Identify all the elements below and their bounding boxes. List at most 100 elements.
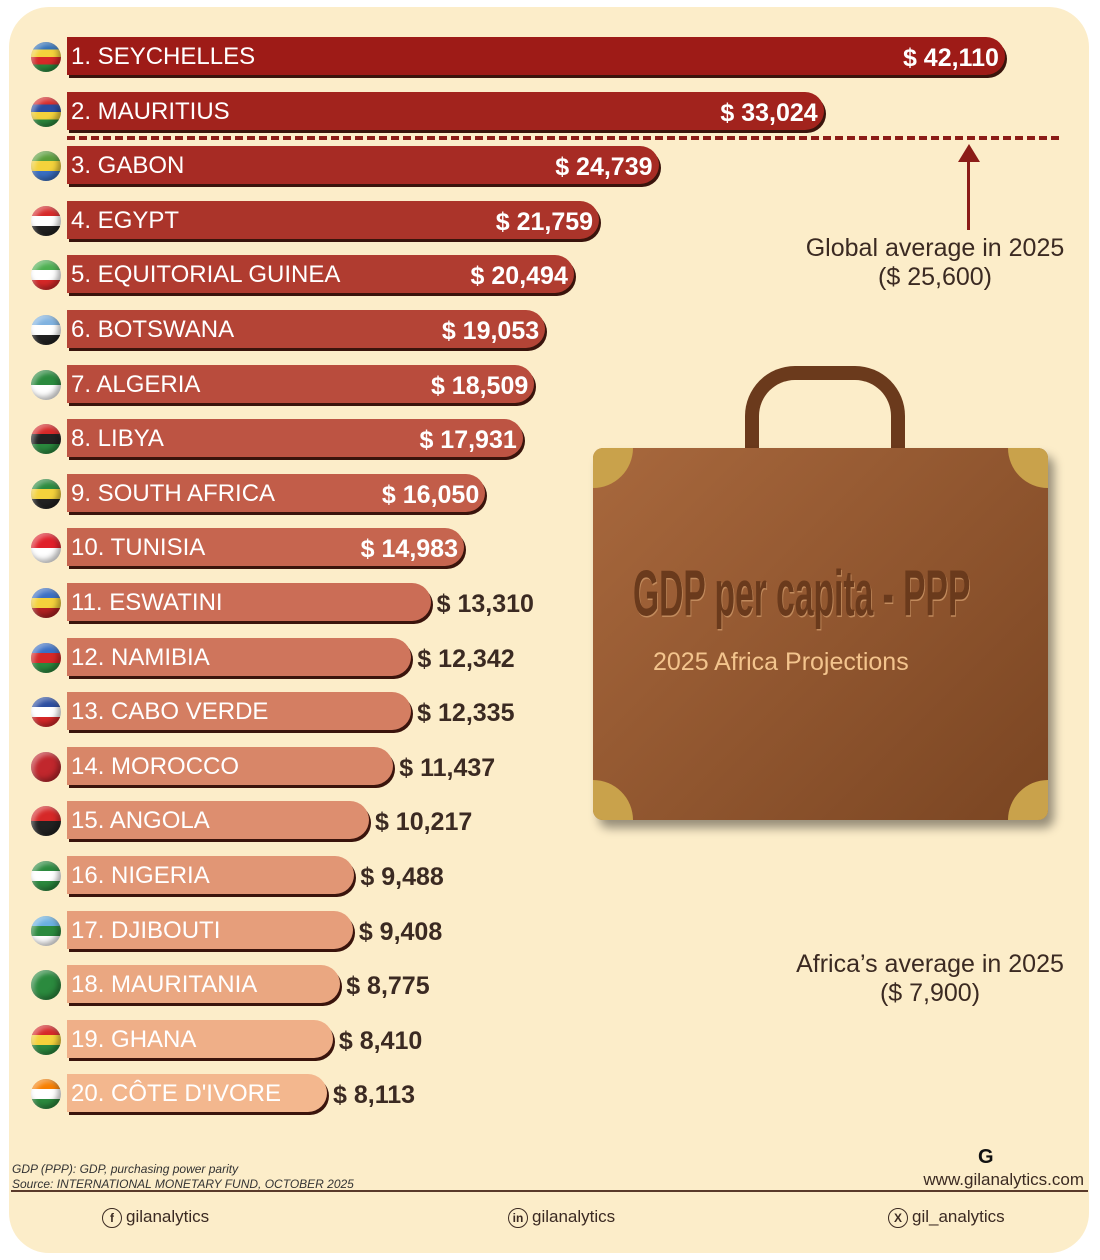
flag-icon [31, 806, 61, 837]
flag-icon [31, 861, 61, 891]
bar-row: 8. LIBYA $ 17,931 [0, 419, 1100, 459]
country-label: 20. CÔTE D'IVORE [71, 1080, 281, 1108]
country-label: 16. NIGERIA [71, 862, 210, 889]
corner [593, 780, 633, 820]
flag-icon [31, 588, 61, 618]
africa-average-title: Africa’s average in 2025 [796, 950, 1064, 978]
linkedin-handle: gilanalytics [532, 1207, 616, 1226]
value-label: $ 19,053 [441, 317, 540, 345]
bar-row: $ 10,217 15. ANGOLA [0, 801, 1100, 841]
value-label: $ 16,050 [381, 480, 480, 509]
x-icon: X [888, 1208, 908, 1228]
flag-icon [31, 260, 61, 291]
value-label: $ 18,509 [430, 371, 529, 400]
global-average-line [67, 136, 1059, 140]
bar: 10. TUNISIA $ 14,983 [67, 528, 464, 567]
linkedin-link[interactable]: in gilanalytics [508, 1207, 615, 1228]
bar-row: $ 13,310 11. ESWATINI [0, 583, 1100, 623]
value-label: $ 24,739 [555, 153, 653, 182]
bar-row: $ 9,408 17. DJIBOUTI [0, 910, 1100, 951]
bar: 20. CÔTE D'IVORE [67, 1074, 327, 1113]
bar-row: 10. TUNISIA $ 14,983 [0, 528, 1100, 568]
country-label: 7. ALGERIA [71, 370, 201, 398]
bar: 12. NAMIBIA [67, 637, 412, 676]
bar: 16. NIGERIA [67, 856, 355, 894]
flag-icon [31, 151, 61, 182]
bar-row: 2. MAURITIUS $ 33,024 [0, 91, 1100, 132]
bar: 7. ALGERIA $ 18,509 [67, 364, 535, 403]
flag-icon [31, 205, 61, 236]
country-label: 4. EGYPT [71, 206, 180, 234]
flag-icon [31, 478, 61, 509]
bar-row: $ 12,335 13. CABO VERDE [0, 692, 1100, 732]
flag-icon [31, 751, 61, 782]
corner [593, 448, 633, 488]
bar: 3. GABON $ 24,739 [67, 146, 659, 185]
facebook-link[interactable]: f gilanalytics [102, 1207, 209, 1228]
country-label: 17. DJIBOUTI [71, 916, 221, 944]
case-subtitle: 2025 Africa Projections [653, 648, 909, 676]
briefcase-image: GDP per capita - PPP 2025 Africa Project… [593, 448, 1048, 820]
country-label: 14. MOROCCO [71, 752, 240, 780]
flag-icon [31, 970, 61, 1001]
global-average-value: ($ 25,600) [878, 263, 992, 291]
country-label: 1. SEYCHELLES [71, 43, 256, 70]
flag-icon [31, 42, 61, 72]
bar: 13. CABO VERDE [67, 692, 412, 731]
facebook-handle: gilanalytics [126, 1207, 210, 1226]
bar-row: 7. ALGERIA $ 18,509 [0, 364, 1100, 405]
definition-note: GDP (PPP): GDP, purchasing power parity [12, 1162, 239, 1176]
bar: 6. BOTSWANA $ 19,053 [67, 310, 546, 348]
linkedin-icon: in [508, 1208, 528, 1228]
country-label: 12. NAMIBIA [71, 643, 210, 671]
flag-icon [31, 424, 61, 455]
value-label: $ 9,488 [360, 863, 444, 891]
flag-icon [31, 697, 61, 728]
website-link[interactable]: www.gilanalytics.com [923, 1170, 1084, 1189]
bar-row: $ 12,342 12. NAMIBIA [0, 637, 1100, 678]
flag-icon [31, 642, 61, 673]
value-label: $ 20,494 [470, 262, 568, 291]
facebook-icon: f [102, 1208, 122, 1228]
x-handle: gil_analytics [912, 1207, 1005, 1226]
country-label: 2. MAURITIUS [71, 97, 230, 125]
bar-row: 6. BOTSWANA $ 19,053 [0, 310, 1100, 350]
country-label: 13. CABO VERDE [71, 698, 269, 726]
bar: 5. EQUITORIAL GUINEA $ 20,494 [67, 255, 574, 294]
country-label: 9. SOUTH AFRICA [71, 479, 276, 507]
corner [1008, 448, 1048, 488]
global-average-title: Global average in 2025 [805, 234, 1065, 262]
footer-divider [11, 1190, 1088, 1192]
global-average-note: Global average in 2025 ($ 25,600) [790, 234, 1080, 292]
bar: 14. MOROCCO [67, 746, 394, 785]
bar: 4. EGYPT $ 21,759 [67, 200, 600, 239]
value-label: $ 12,342 [417, 644, 515, 673]
value-label: $ 9,408 [358, 917, 443, 946]
flag-icon [31, 315, 61, 345]
country-label: 10. TUNISIA [71, 534, 206, 562]
value-label: $ 14,983 [360, 535, 458, 564]
gilanalytics-logo: G [978, 1146, 994, 1168]
bar-row: 9. SOUTH AFRICA $ 16,050 [0, 473, 1100, 514]
bar-row: $ 8,113 20. CÔTE D'IVORE [0, 1074, 1100, 1114]
arrow-shaft [967, 158, 970, 230]
bar: 11. ESWATINI [67, 583, 431, 621]
flag-icon [31, 369, 61, 400]
country-label: 18. MAURITANIA [71, 971, 258, 999]
africa-average-note: Africa’s average in 2025 ($ 7,900) [780, 950, 1080, 1008]
country-label: 5. EQUITORIAL GUINEA [71, 261, 341, 289]
bar: 8. LIBYA $ 17,931 [67, 419, 523, 458]
country-label: 11. ESWATINI [71, 589, 223, 616]
bar-row: 4. EGYPT $ 21,759 [0, 200, 1100, 241]
country-label: 8. LIBYA [71, 425, 164, 453]
bar-row: $ 11,437 14. MOROCCO [0, 746, 1100, 787]
bar: 17. DJIBOUTI [67, 910, 353, 949]
value-label: $ 21,759 [495, 207, 594, 236]
flag-icon [31, 1079, 61, 1110]
country-label: 15. ANGOLA [71, 807, 210, 835]
africa-average-value: ($ 7,900) [879, 979, 981, 1007]
country-label: 3. GABON [71, 152, 185, 180]
value-label: $ 13,310 [436, 590, 534, 618]
